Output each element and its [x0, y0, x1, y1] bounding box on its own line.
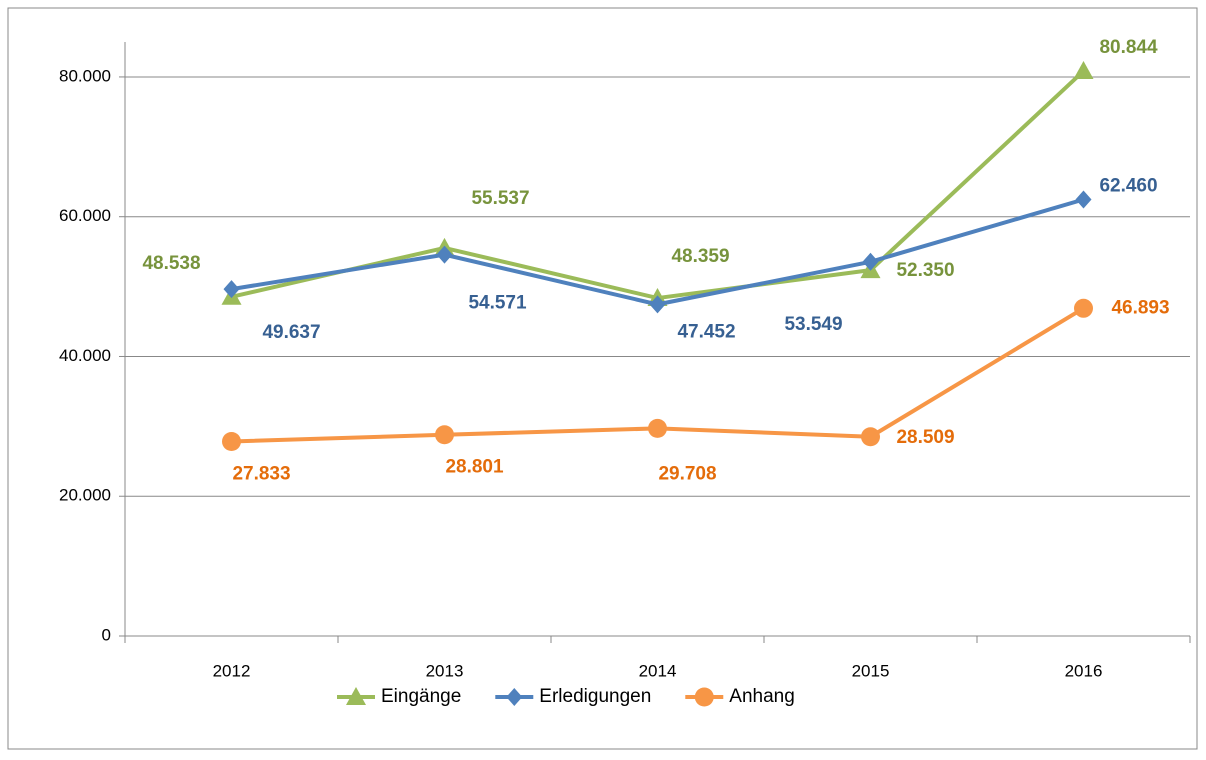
- legend-marker: [346, 687, 366, 705]
- data-label: 27.833: [232, 464, 290, 485]
- data-label: 55.537: [471, 188, 529, 209]
- point: [1074, 298, 1093, 318]
- x-tick-label: 2016: [1065, 661, 1103, 680]
- data-label: 28.801: [445, 457, 504, 478]
- data-label: 48.359: [671, 246, 729, 267]
- x-tick-label: 2012: [213, 661, 251, 680]
- legend-label: Erledigungen: [539, 686, 651, 707]
- data-label: 28.509: [896, 427, 954, 448]
- data-label: 52.350: [896, 260, 954, 281]
- point: [223, 280, 240, 299]
- y-tick-label: 20.000: [59, 486, 111, 505]
- data-label: 80.844: [1099, 37, 1158, 58]
- point: [1075, 190, 1092, 209]
- y-tick-label: 0: [102, 625, 111, 644]
- data-label: 29.708: [658, 463, 716, 484]
- data-label: 54.571: [468, 293, 527, 314]
- point: [1073, 61, 1094, 80]
- x-tick-label: 2014: [639, 661, 677, 680]
- data-label: 62.460: [1099, 176, 1157, 197]
- data-label: 49.637: [262, 322, 320, 343]
- x-tick-label: 2013: [426, 661, 464, 680]
- legend-label: Eingänge: [381, 686, 461, 707]
- legend-marker: [694, 687, 714, 707]
- point: [862, 252, 879, 271]
- point: [436, 245, 453, 264]
- legend-label: Anhang: [729, 686, 795, 707]
- y-tick-label: 80.000: [59, 66, 111, 85]
- x-tick-label: 2015: [852, 661, 890, 680]
- y-tick-label: 60.000: [59, 206, 111, 225]
- point: [648, 418, 667, 438]
- legend-marker: [506, 688, 523, 706]
- data-label: 46.893: [1111, 297, 1169, 318]
- point: [861, 427, 880, 447]
- point: [222, 431, 241, 451]
- chart-frame: [7, 7, 1198, 750]
- data-label: 48.538: [142, 253, 200, 274]
- data-label: 47.452: [677, 321, 735, 342]
- data-label: 53.549: [784, 314, 842, 335]
- y-tick-label: 40.000: [59, 346, 111, 365]
- point: [435, 425, 454, 445]
- point: [649, 295, 666, 314]
